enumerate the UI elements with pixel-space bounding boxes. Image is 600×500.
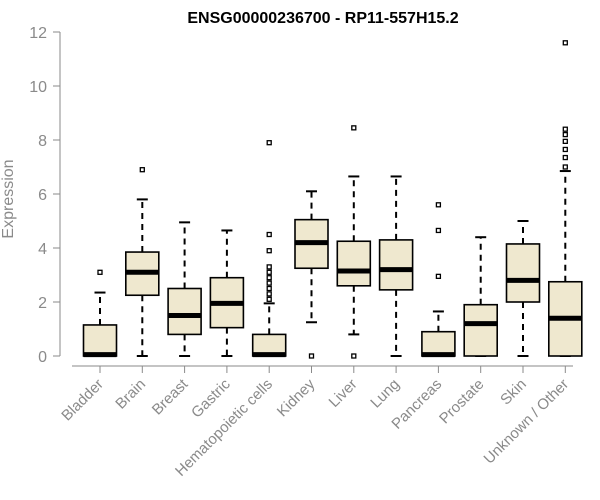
outlier-point	[562, 146, 568, 153]
outlier-point	[266, 231, 272, 238]
category-label-liver: Liver	[326, 376, 361, 411]
outlier-point	[351, 125, 357, 131]
outlier-point	[266, 275, 272, 281]
box-group-kidney	[294, 190, 329, 359]
outlier-point	[562, 164, 568, 170]
category-label-breast: Breast	[149, 375, 192, 418]
outlier-point	[562, 138, 568, 145]
category-label-lung: Lung	[367, 376, 403, 412]
category-label-prostate: Prostate	[436, 376, 488, 428]
outlier-point	[266, 291, 272, 297]
outlier-point	[562, 126, 568, 132]
outlier-point	[266, 248, 272, 254]
box-group-bladder	[82, 269, 118, 358]
outlier-point	[562, 154, 568, 161]
outlier-point	[266, 269, 272, 275]
category-label-skin: Skin	[497, 376, 530, 409]
outlier-point	[308, 353, 315, 359]
outlier-point	[266, 264, 272, 270]
outlier-point	[266, 285, 272, 292]
y-tick-label-8: 8	[38, 133, 47, 150]
box-group-liver	[336, 125, 372, 359]
category-label-bladder: Bladder	[58, 376, 107, 425]
category-label-kidney: Kidney	[274, 375, 319, 420]
box-iqr	[505, 243, 541, 303]
box-group-lung	[378, 175, 414, 357]
box-group-pancreas	[421, 202, 456, 358]
box-iqr	[378, 239, 414, 291]
outlier-point	[435, 227, 442, 234]
boxes	[82, 40, 583, 359]
outlier-point	[266, 296, 272, 302]
outlier-point	[435, 273, 442, 280]
box-group-brain	[125, 167, 160, 357]
box-iqr	[336, 240, 372, 287]
category-label-brain: Brain	[112, 376, 149, 413]
outlier-point	[435, 202, 442, 208]
y-tick-label-10: 10	[29, 79, 47, 96]
chart-title: ENSG00000236700 - RP11-557H15.2	[187, 10, 458, 27]
outlier-point	[562, 40, 568, 46]
outlier-point	[97, 269, 103, 275]
y-tick-label-12: 12	[29, 25, 47, 42]
box-iqr	[82, 324, 118, 357]
y-tick-label-2: 2	[38, 295, 47, 312]
y-tick-label-0: 0	[38, 349, 47, 366]
outlier-point	[351, 353, 357, 359]
box-group-unknown-other	[547, 40, 583, 357]
box-iqr	[167, 287, 202, 336]
outlier-point	[139, 167, 145, 173]
y-tick-label-4: 4	[38, 241, 47, 258]
y-tick-label-6: 6	[38, 187, 47, 204]
box-group-prostate	[463, 236, 499, 357]
box-iqr	[421, 330, 456, 357]
outlier-point	[266, 280, 272, 286]
box-iqr	[463, 303, 499, 357]
outlier-point	[266, 140, 272, 146]
outlier-point	[562, 131, 568, 138]
box-group-hematopoietic-cells	[251, 140, 287, 358]
box-group-skin	[505, 220, 541, 357]
y-axis-label: Expression	[0, 159, 17, 238]
axes: 0 2 4 6 8 10 12	[29, 25, 573, 373]
box-group-gastric	[209, 229, 245, 357]
box-group-breast	[167, 221, 202, 357]
